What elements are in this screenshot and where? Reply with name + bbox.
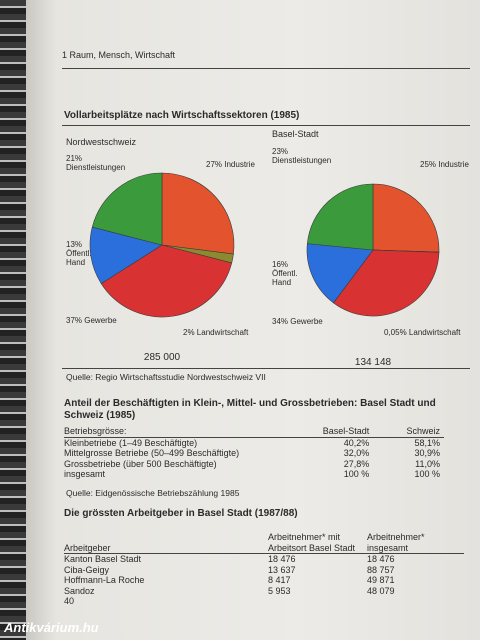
table-cell: 13 637 [268, 564, 296, 575]
table-cell: 18 476 [367, 554, 395, 564]
table-cell: 49 871 [367, 575, 395, 585]
table-cell: 58,1% [414, 437, 440, 448]
slice-value-label: 16% [272, 260, 289, 269]
header-cell: Schweiz [406, 426, 440, 436]
table1-title: Anteil der Beschäftigten in Klein-, Mitt… [64, 398, 436, 421]
table-cell: Hoffmann-La Roche [64, 575, 145, 585]
table-cell: 40,2% [343, 437, 370, 448]
watermark: Antikvárium.hu [4, 620, 99, 635]
slice-category-label: Industrie [438, 160, 469, 169]
table-cell: 30,9% [414, 448, 440, 458]
table-cell: 8 417 [268, 575, 291, 585]
header-cell: Betriebsgrösse: [64, 426, 127, 436]
slice-label: 37% Gewerbe [66, 316, 156, 325]
slice-value-label: 13% [66, 240, 83, 249]
table-cell: 5 953 [268, 585, 291, 596]
table1-source: Quelle: Eidgenössische Betriebszählung 1… [66, 488, 240, 498]
slice-value-label: 21% [66, 154, 83, 163]
header-cell: Arbeitnehmer* insgesamt [367, 532, 425, 553]
chart-title: Nordwestschweiz [66, 137, 137, 147]
rule [62, 125, 470, 126]
table-cell: 32,0% [343, 448, 370, 458]
rule [62, 368, 470, 369]
slice-category-label: Dienstleistungen [66, 163, 126, 172]
pie-slice [333, 249, 440, 317]
slice-label: 27% Industrie [206, 160, 296, 169]
table-row: Ciba-Geigy 13 637 88 757 [64, 565, 464, 576]
table-cell: Sandoz [64, 585, 95, 596]
slice-label: 23% Dienstleistungen [272, 147, 352, 165]
chart-source: Quelle: Regio Wirtschaftsstudie Nordwest… [66, 372, 266, 382]
pie-slice [91, 172, 163, 246]
book-edge [0, 0, 26, 640]
slice-label: 25% Industrie [420, 160, 480, 169]
pie-slice [89, 226, 163, 284]
slice-category-label: Gewerbe [290, 317, 323, 326]
chart-title: Basel-Stadt [272, 129, 319, 139]
table-row: insgesamt 100 % 100 % [64, 469, 444, 480]
table-cell: insgesamt [64, 469, 106, 479]
table-cell: Grossbetriebe (über 500 Beschäftigte) [64, 458, 217, 469]
table2: Arbeitgeber Arbeitnehmer* mit Arbeitsort … [64, 532, 464, 607]
pie-total: 134 148 [354, 357, 392, 368]
header-cell: Basel-Stadt [322, 426, 370, 436]
slice-category-label: Öffentl. Hand [272, 269, 298, 287]
table-row: Mittelgrosse Betriebe (50–499 Beschäftig… [64, 448, 444, 459]
table-cell: 18 476 [268, 554, 296, 564]
header-cell: Arbeitgeber [64, 542, 111, 553]
slice-value-label: 27% [206, 160, 223, 169]
table1: Betriebsgrösse: Basel-Stadt Schweiz Kleinbe… [64, 426, 444, 480]
slice-label: 0,05% Landwirtschaft [384, 328, 474, 337]
slice-label: 13% Öffentl. Hand [66, 240, 102, 267]
slice-label: 34% Gewerbe [272, 317, 362, 326]
table-row: Grossbetriebe (über 500 Beschäftigte) 27,… [64, 459, 444, 470]
slice-category-label: Landwirtschaft [408, 328, 461, 337]
header-row: Betriebsgrösse: Basel-Stadt Schweiz [64, 426, 444, 437]
header-row: Arbeitgeber Arbeitnehmer* mit Arbeitsort … [64, 532, 464, 554]
book-page [26, 0, 480, 640]
table-cell: 40 [64, 596, 75, 606]
pie-slice [372, 183, 440, 253]
table-cell: Ciba-Geigy [64, 564, 110, 575]
table-cell: 27,8% [343, 458, 370, 469]
table-cell: 100 % [343, 469, 370, 479]
table-cell: Kanton Basel Stadt [64, 554, 142, 564]
table2-title: Die grössten Arbeitgeber in Basel Stadt … [64, 508, 298, 519]
slice-label: 2% Landwirtschaft [183, 328, 273, 337]
slice-category-label: Öffentl. Hand [66, 249, 92, 267]
pie-slice [306, 243, 374, 304]
table-row: 40 [64, 596, 464, 607]
slice-value-label: 34% [272, 317, 289, 326]
table-cell: 11,0% [415, 458, 440, 469]
table-cell: 48 079 [367, 585, 395, 596]
slice-label: 16% Öffentl. Hand [272, 260, 308, 287]
table-cell: 88 757 [367, 564, 395, 575]
slice-label: 21% Dienstleistungen [66, 154, 138, 172]
slice-category-label: Gewerbe [84, 316, 117, 325]
section-title: Vollarbeitsplätze nach Wirtschaftssektor… [64, 110, 300, 121]
table-cell: Mittelgrosse Betriebe (50–499 Beschäftig… [64, 448, 240, 458]
table-row: Hoffmann-La Roche 8 417 49 871 [64, 575, 464, 586]
pie-charts [89, 172, 440, 318]
rule [62, 68, 470, 69]
pie-slice [161, 172, 235, 255]
slice-category-label: Dienstleistungen [272, 156, 332, 165]
table-row: Sandoz 5 953 48 079 [64, 586, 464, 597]
table-row: Kanton Basel Stadt 18 476 18 476 [64, 554, 464, 565]
slice-category-label: Industrie [224, 160, 255, 169]
slice-value-label: 0,05% [384, 328, 407, 337]
table-cell: 100 % [414, 469, 440, 479]
slice-value-label: 37% [66, 316, 83, 325]
pie-slice [306, 183, 374, 251]
header-cell: Arbeitnehmer* mit Arbeitsort Basel Stadt [268, 532, 356, 553]
table-row: Kleinbetriebe (1–49 Beschäftigte) 40,2% 58… [64, 437, 444, 448]
slice-value-label: 2% [183, 328, 195, 337]
slice-value-label: 25% [420, 160, 437, 169]
table-cell: Kleinbetriebe (1–49 Beschäftigte) [64, 437, 198, 448]
slice-category-label: Landwirtschaft [196, 328, 249, 337]
pie-total: 285 000 [143, 352, 181, 363]
running-header: 1 Raum, Mensch, Wirtschaft [62, 50, 176, 60]
slice-value-label: 23% [272, 147, 289, 156]
